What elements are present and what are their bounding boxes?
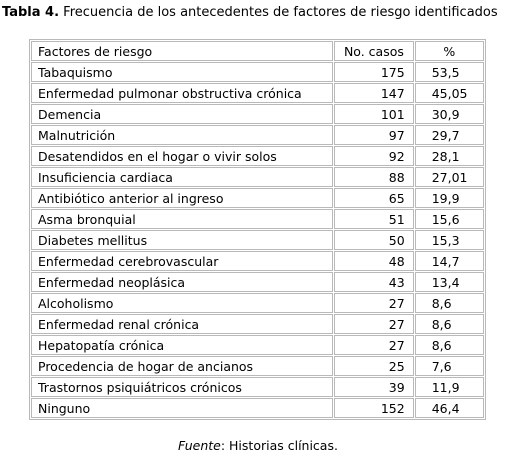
cell-factor: Enfermedad cerebrovascular [31,251,334,271]
cell-factor: Insuficiencia cardiaca [31,167,334,187]
cell-factor: Demencia [31,104,334,124]
cell-casos: 39 [334,377,414,397]
cell-percent: 7,6 [414,356,484,376]
cell-casos: 27 [334,314,414,334]
cell-percent: 30,9 [414,104,484,124]
cell-casos: 27 [334,335,414,355]
cell-casos: 48 [334,251,414,271]
table-source: Fuente: Historias clínicas. [0,438,516,454]
source-label: Fuente [178,438,221,453]
cell-factor: Tabaquismo [31,62,334,82]
header-factores: Factores de riesgo [31,41,334,61]
cell-percent: 45,05 [414,83,484,103]
cell-factor: Antibiótico anterior al ingreso [31,188,334,208]
cell-percent: 46,4 [414,398,484,418]
cell-casos: 92 [334,146,414,166]
table-row: Tabaquismo 175 53,5 [31,62,484,82]
cell-percent: 19,9 [414,188,484,208]
cell-casos: 65 [334,188,414,208]
cell-casos: 147 [334,83,414,103]
table-body: Tabaquismo 175 53,5 Enfermedad pulmonar obs… [31,62,484,418]
cell-factor: Enfermedad renal crónica [31,314,334,334]
cell-factor: Ninguno [31,398,334,418]
cell-percent: 8,6 [414,335,484,355]
table-row: Diabetes mellitus 50 15,3 [31,230,484,250]
table-row: Hepatopatía crónica 27 8,6 [31,335,484,355]
table-row: Asma bronquial 51 15,6 [31,209,484,229]
cell-percent: 14,7 [414,251,484,271]
table-header-row: Factores de riesgo No. casos % [31,41,484,61]
cell-casos: 43 [334,272,414,292]
table-row: Enfermedad neoplásica 43 13,4 [31,272,484,292]
cell-percent: 27,01 [414,167,484,187]
cell-casos: 152 [334,398,414,418]
cell-percent: 8,6 [414,293,484,313]
cell-percent: 53,5 [414,62,484,82]
cell-casos: 25 [334,356,414,376]
cell-casos: 97 [334,125,414,145]
table-row: Alcoholismo 27 8,6 [31,293,484,313]
table-row: Trastornos psiquiátricos crónicos 39 11,9 [31,377,484,397]
cell-factor: Diabetes mellitus [31,230,334,250]
table-row: Enfermedad cerebrovascular 48 14,7 [31,251,484,271]
caption-label: Tabla 4. [2,5,60,20]
table-row: Desatendidos en el hogar o vivir solos 92… [31,146,484,166]
cell-factor: Asma bronquial [31,209,334,229]
cell-casos: 51 [334,209,414,229]
cell-percent: 28,1 [414,146,484,166]
risk-factors-table: Factores de riesgo No. casos % Tabaquism… [29,39,486,420]
cell-factor: Trastornos psiquiátricos crónicos [31,377,334,397]
cell-percent: 8,6 [414,314,484,334]
table-row: Enfermedad renal crónica 27 8,6 [31,314,484,334]
table-row: Insuficiencia cardiaca 88 27,01 [31,167,484,187]
table-row: Procedencia de hogar de ancianos 25 7,6 [31,356,484,376]
header-casos: No. casos [334,41,414,61]
caption-text: Frecuencia de los antecedentes de factor… [63,5,498,20]
cell-factor: Procedencia de hogar de ancianos [31,356,334,376]
cell-percent: 15,3 [414,230,484,250]
cell-casos: 27 [334,293,414,313]
cell-factor: Enfermedad pulmonar obstructiva crónica [31,83,334,103]
table-row: Ninguno 152 46,4 [31,398,484,418]
cell-casos: 50 [334,230,414,250]
cell-factor: Enfermedad neoplásica [31,272,334,292]
table-row: Demencia 101 30,9 [31,104,484,124]
cell-casos: 88 [334,167,414,187]
cell-factor: Alcoholismo [31,293,334,313]
cell-percent: 13,4 [414,272,484,292]
table-row: Malnutrición 97 29,7 [31,125,484,145]
cell-percent: 15,6 [414,209,484,229]
source-text: : Historias clínicas. [220,438,338,453]
table-row: Antibiótico anterior al ingreso 65 19,9 [31,188,484,208]
header-percent: % [414,41,484,61]
cell-factor: Malnutrición [31,125,334,145]
cell-percent: 29,7 [414,125,484,145]
cell-factor: Hepatopatía crónica [31,335,334,355]
cell-casos: 101 [334,104,414,124]
cell-percent: 11,9 [414,377,484,397]
cell-casos: 175 [334,62,414,82]
cell-factor: Desatendidos en el hogar o vivir solos [31,146,334,166]
table-row: Enfermedad pulmonar obstructiva crónica 1… [31,83,484,103]
risk-factors-table-container: Factores de riesgo No. casos % Tabaquism… [29,39,486,420]
table-caption: Tabla 4. Frecuencia de los antecedentes … [2,5,498,21]
